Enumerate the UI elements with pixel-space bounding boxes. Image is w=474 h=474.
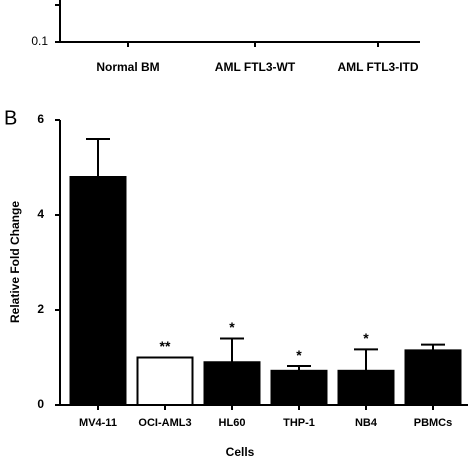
bar — [69, 176, 127, 406]
x-tick-label: THP-1 — [283, 417, 315, 429]
annotation: * — [363, 330, 369, 346]
bar — [136, 356, 194, 406]
panel-label: B — [4, 107, 17, 129]
x-tick-label: AML FTL3-ITD — [337, 60, 418, 74]
x-tick-label: MV4-11 — [79, 417, 117, 429]
bar — [270, 369, 328, 406]
bar — [203, 361, 261, 406]
annotation: * — [296, 347, 302, 363]
x-tick-label: Normal BM — [96, 60, 159, 74]
annotation: * — [229, 319, 235, 335]
y-tick-label: 0.1 — [31, 34, 48, 48]
bar — [404, 349, 462, 406]
error-bar — [220, 337, 244, 363]
x-tick-label: NB4 — [355, 417, 378, 429]
y-tick-label: 0 — [37, 397, 44, 411]
bar — [337, 369, 395, 406]
y-tick-label: 6 — [37, 112, 44, 126]
x-tick-label: OCI-AML3 — [138, 417, 191, 429]
x-tick-label: AML FTL3-WT — [215, 60, 296, 74]
y-tick-label: 4 — [37, 207, 44, 221]
x-tick-label: PBMCs — [414, 417, 453, 429]
error-bar — [86, 138, 110, 177]
y-tick-label: 2 — [37, 302, 44, 316]
x-tick-label: HL60 — [219, 417, 246, 429]
x-axis-label: Cells — [226, 445, 255, 459]
error-bar — [354, 348, 378, 371]
y-axis-label: Relative Fold Change — [8, 201, 22, 323]
annotation: ** — [160, 338, 171, 354]
